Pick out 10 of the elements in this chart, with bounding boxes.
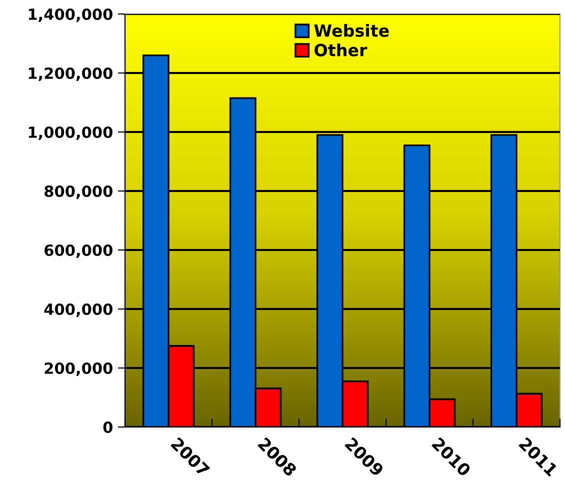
- y-tick-label: 800,000: [44, 185, 112, 199]
- y-tick-label: 0: [103, 421, 112, 434]
- y-tick-label: 600,000: [44, 244, 112, 258]
- legend-label: Other: [314, 43, 368, 56]
- y-tick-label: 1,000,000: [28, 126, 112, 140]
- y-tick-label: 1,400,000: [28, 8, 112, 22]
- y-tick-label: 200,000: [44, 362, 112, 376]
- legend-label: Website: [314, 24, 389, 37]
- y-tick-label: 1,200,000: [28, 67, 112, 81]
- y-tick-label: 400,000: [44, 303, 112, 317]
